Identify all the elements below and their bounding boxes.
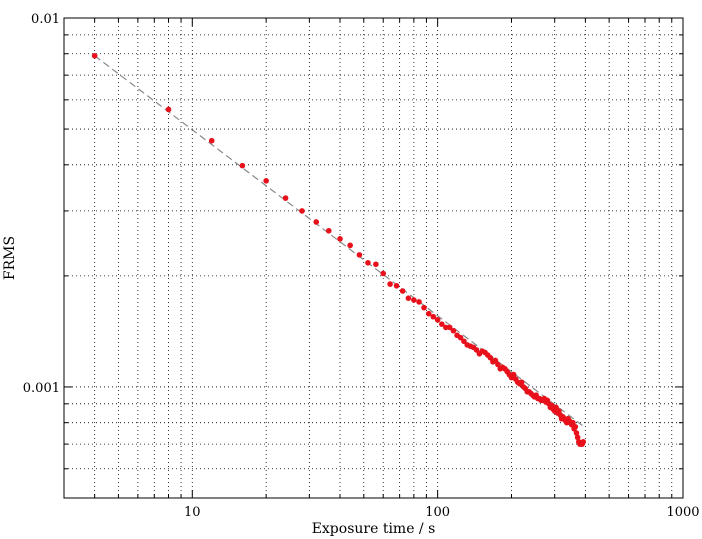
data-point — [574, 434, 581, 441]
data-point — [411, 297, 417, 303]
data-point — [430, 313, 437, 320]
data-point — [450, 327, 457, 334]
data-point — [439, 321, 445, 327]
data-point — [495, 361, 501, 368]
grid — [64, 18, 683, 498]
y-tick-label: 0.001 — [23, 381, 60, 396]
axis-ticks — [64, 18, 683, 498]
tick-labels: 10 100 1000 0.001 0.01 — [23, 12, 700, 520]
data-point — [457, 334, 464, 341]
data-point — [446, 324, 453, 331]
fit-line — [94, 55, 584, 427]
x-tick-label: 100 — [425, 505, 450, 520]
data-point — [325, 227, 332, 234]
data-point — [405, 295, 412, 301]
y-tick-label: 0.01 — [31, 12, 60, 27]
data-point — [299, 208, 305, 214]
data-point — [443, 324, 449, 331]
data-point — [473, 347, 480, 353]
data-point — [580, 439, 587, 445]
data-point — [313, 219, 320, 225]
y-axis-label: FRMS — [2, 236, 18, 280]
data-point — [421, 304, 427, 311]
data-point — [91, 52, 98, 59]
data-point — [365, 260, 371, 266]
data-point — [573, 430, 580, 436]
data-point — [510, 371, 517, 378]
data-point — [492, 357, 499, 364]
x-axis-label: Exposure time / s — [312, 521, 436, 537]
data-point — [208, 137, 215, 144]
data-point — [239, 162, 246, 169]
data-point — [347, 242, 353, 249]
data-points — [91, 52, 587, 447]
data-point — [399, 288, 406, 294]
plot-frame — [63, 17, 684, 499]
data-point — [425, 310, 432, 317]
data-point — [416, 299, 422, 305]
data-point — [570, 419, 576, 426]
fit-line-group — [94, 55, 584, 427]
data-point — [165, 106, 172, 113]
data-point — [518, 379, 525, 386]
data-point — [337, 236, 343, 242]
data-point — [263, 178, 269, 184]
data-point — [356, 252, 363, 258]
data-point — [393, 282, 400, 289]
x-tick-label: 1000 — [666, 505, 699, 520]
data-point — [572, 423, 579, 430]
data-point — [387, 281, 393, 287]
data-point — [282, 195, 289, 201]
data-point — [380, 270, 387, 277]
x-tick-label: 10 — [184, 505, 201, 520]
data-point — [434, 317, 441, 323]
data-point — [487, 354, 494, 361]
data-point — [461, 338, 467, 345]
data-point — [373, 261, 379, 268]
